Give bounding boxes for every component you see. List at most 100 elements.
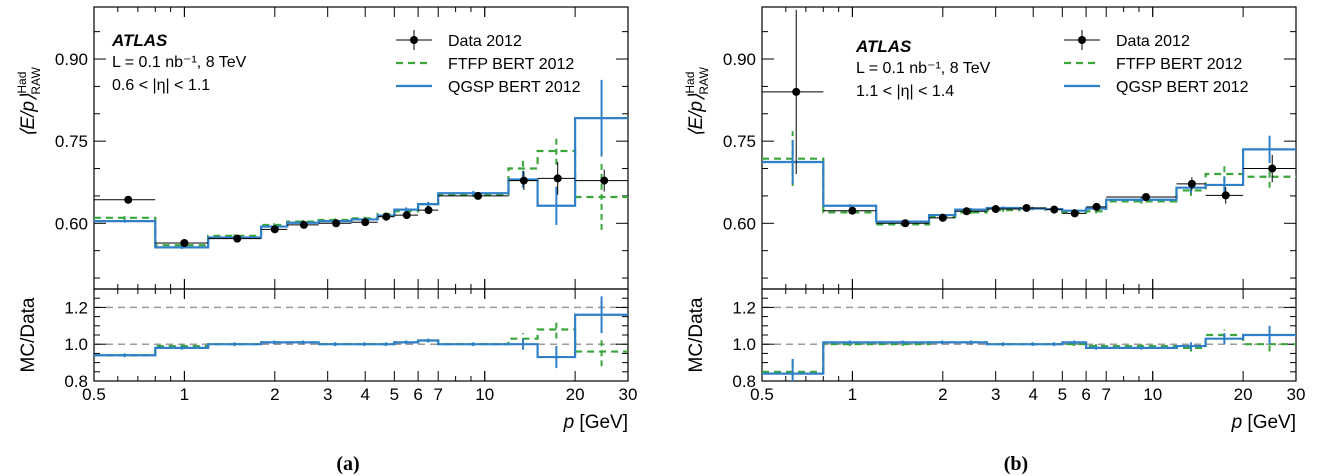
main-plot-area <box>94 79 628 250</box>
luminosity-label: L = 0.1 nb⁻¹, 8 TeV <box>856 60 991 77</box>
x-tick-label: 2 <box>270 385 279 404</box>
data-point <box>792 87 801 96</box>
main-plot-area <box>762 9 1296 228</box>
data-series <box>762 9 1296 228</box>
panel-caption: (b) <box>1004 453 1028 475</box>
x-axis-title: p [GeV] <box>1231 412 1296 433</box>
qgsp-ratio-series <box>762 325 1296 381</box>
legend-label: Data 2012 <box>1116 33 1190 50</box>
x-tick-label: 0.5 <box>750 385 774 404</box>
data-point <box>361 218 370 227</box>
data-point <box>962 207 971 216</box>
ratio-y-axis-title: MC/Data <box>18 297 39 372</box>
ratio-y-axis-title: MC/Data <box>686 297 707 372</box>
y-tick-label: 0.60 <box>723 214 756 233</box>
data-point <box>402 211 411 220</box>
data-point <box>553 174 562 183</box>
data-point <box>299 220 308 229</box>
x-tick-label: 0.5 <box>82 385 106 404</box>
x-tick-label: 1 <box>180 385 189 404</box>
x-axis-title-unit: [GeV] <box>574 412 628 433</box>
data-point <box>848 206 857 215</box>
legend-label: Data 2012 <box>448 33 522 50</box>
data-point <box>382 212 391 221</box>
x-tick-label: 1 <box>848 385 857 404</box>
y-tick-label: 0.90 <box>723 50 756 69</box>
luminosity-label: L = 0.1 nb⁻¹, 8 TeV <box>112 54 247 71</box>
main-plot-frame <box>761 6 1297 290</box>
x-tick-label: 7 <box>433 385 442 404</box>
experiment-label: ATLAS <box>855 37 912 56</box>
y-axis-title-superscript: Had <box>15 72 29 94</box>
data-point <box>1221 191 1230 200</box>
panel-a: 0.5 1 2 3 4 5 6 7 10 20 30 0.60 0.75 0.90 0.8 1.0 1.2 ⟨E/… <box>15 6 638 475</box>
y-tick-label: 0.90 <box>55 50 88 69</box>
data-point <box>600 176 609 185</box>
x-tick-label: 6 <box>413 385 422 404</box>
ratio-plot-area <box>94 296 628 369</box>
y-axis-title-superscript: Had <box>683 72 697 94</box>
eta-range-label: 0.6 < |η| < 1.1 <box>112 77 210 94</box>
y-axis-title-main: ⟨E/p⟩ <box>686 93 707 137</box>
legend-label: FTFP BERT 2012 <box>448 56 574 73</box>
x-tick-label: 6 <box>1081 385 1090 404</box>
ratio-plot-frame <box>761 288 1297 382</box>
ftfp-series <box>762 131 1296 227</box>
data-point <box>938 213 947 222</box>
y-axis-title-main: ⟨E/p⟩ <box>18 93 39 137</box>
data-point <box>1268 164 1277 173</box>
y-axis-title: ⟨E/p⟩HadRAW <box>683 66 711 137</box>
legend-label: QGSP BERT 2012 <box>448 79 581 96</box>
legend-label: QGSP BERT 2012 <box>1116 79 1249 96</box>
series-line <box>762 333 1296 373</box>
panel-b: 0.5 1 2 3 4 5 6 7 10 20 30 0.60 0.75 0.90 0.8 1.0 1.2 ⟨E/… <box>683 6 1306 475</box>
ratio-y-tick-label: 1.2 <box>64 298 88 317</box>
data-point <box>1070 209 1079 218</box>
ratio-y-tick-label: 0.8 <box>64 372 88 391</box>
data-point <box>424 206 433 215</box>
series-line <box>94 313 628 359</box>
y-tick-label: 0.75 <box>723 132 756 151</box>
legend-label: FTFP BERT 2012 <box>1116 56 1242 73</box>
x-tick-label: 3 <box>323 385 332 404</box>
data-point <box>1142 193 1151 202</box>
eta-range-label: 1.1 < |η| < 1.4 <box>856 83 954 100</box>
data-point <box>180 239 189 248</box>
ratio-y-tick-label: 1.0 <box>64 335 88 354</box>
data-series <box>94 161 628 248</box>
data-point <box>332 219 341 228</box>
x-axis-title-unit: [GeV] <box>1242 412 1296 433</box>
x-tick-label: 5 <box>390 385 399 404</box>
x-tick-label: 30 <box>619 385 638 404</box>
data-point <box>1187 179 1196 188</box>
data-point <box>124 195 133 204</box>
qgsp-series <box>94 79 628 250</box>
x-axis-title-var: p <box>1231 412 1243 433</box>
x-tick-label: 30 <box>1287 385 1306 404</box>
series-line <box>94 149 628 247</box>
legend: Data 2012 FTFP BERT 2012 QGSP BERT 2012 <box>396 30 581 96</box>
x-tick-label: 20 <box>1234 385 1253 404</box>
series-line <box>762 157 1296 226</box>
series-line <box>94 328 628 357</box>
x-tick-label: 7 <box>1101 385 1110 404</box>
x-tick-label: 10 <box>1143 385 1162 404</box>
y-tick-label: 0.75 <box>55 132 88 151</box>
data-point <box>1050 205 1059 214</box>
x-tick-label: 4 <box>1028 385 1037 404</box>
ratio-plot-area <box>762 325 1296 381</box>
ftfp-series <box>94 137 628 247</box>
data-point <box>474 191 483 200</box>
x-tick-label: 3 <box>991 385 1000 404</box>
x-axis-title-var: p <box>563 412 575 433</box>
y-axis-title: ⟨E/p⟩HadRAW <box>15 66 43 137</box>
panel-caption: (a) <box>336 453 359 475</box>
y-tick-label: 0.60 <box>55 214 88 233</box>
series-line <box>94 117 628 249</box>
x-tick-label: 5 <box>1058 385 1067 404</box>
series-line <box>762 333 1296 375</box>
legend-data-marker <box>1078 36 1086 44</box>
x-tick-label: 20 <box>566 385 585 404</box>
y-axis-title-subscript: RAW <box>697 66 711 94</box>
